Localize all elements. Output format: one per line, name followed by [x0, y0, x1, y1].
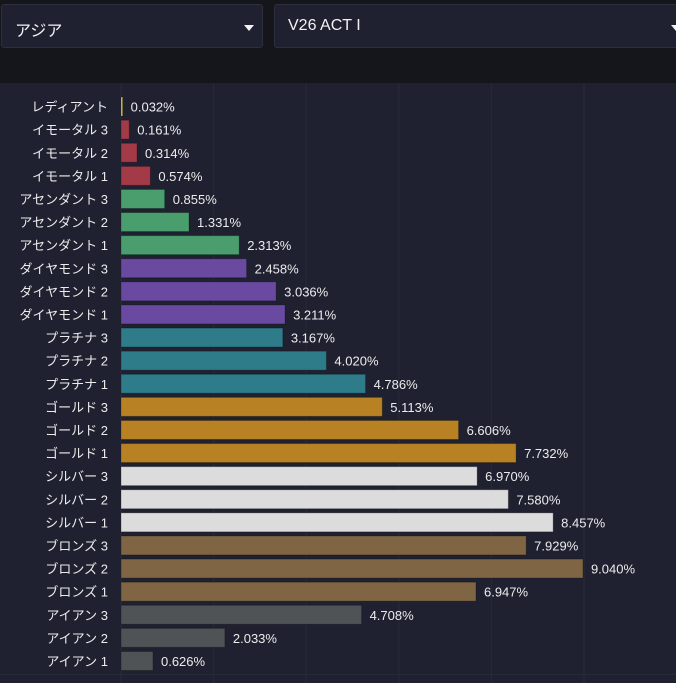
category-label: ブロンズ 1 [45, 585, 108, 600]
bar[interactable] [120, 212, 190, 233]
value-label: 1.331% [197, 215, 242, 230]
bar[interactable] [120, 188, 166, 209]
category-label: ブロンズ 3 [45, 538, 108, 553]
bar[interactable] [120, 165, 151, 186]
bar[interactable] [120, 650, 154, 671]
category-label: ゴールド 3 [45, 400, 108, 415]
category-label: アイアン 3 [46, 608, 108, 623]
category-label: イモータル 1 [32, 169, 108, 184]
value-label: 4.708% [370, 608, 415, 623]
category-label: プラチナ 2 [45, 354, 108, 369]
value-label: 8.457% [561, 515, 606, 530]
bar[interactable] [120, 327, 284, 348]
bar[interactable] [120, 281, 277, 302]
value-label: 6.970% [485, 469, 530, 484]
bar[interactable] [120, 535, 527, 556]
value-label: 9.040% [591, 562, 636, 577]
region-select[interactable]: アジア [1, 4, 263, 48]
category-label: シルバー 3 [45, 469, 108, 484]
category-label: アセンダント 2 [19, 215, 108, 230]
category-label: アイアン 2 [46, 631, 108, 646]
value-label: 2.313% [247, 238, 292, 253]
value-label: 6.947% [484, 585, 529, 600]
bar[interactable] [120, 235, 240, 256]
category-label: ダイヤモンド 1 [20, 307, 108, 322]
chevron-down-icon [244, 25, 254, 31]
category-label: レディアント [31, 100, 108, 115]
category-label: アイアン 1 [46, 654, 108, 669]
value-label: 3.211% [293, 307, 337, 322]
rank-distribution-chart-panel: レディアント 0.032% イモータル 3 0.161% イモータル 2 0.314% イモ… [0, 83, 676, 683]
category-label: アセンダント 1 [19, 238, 108, 253]
bar[interactable] [120, 466, 478, 487]
value-label: 0.314% [145, 146, 190, 161]
chevron-down-icon [671, 25, 676, 31]
value-label: 3.036% [284, 284, 329, 299]
value-label: 4.020% [334, 354, 379, 369]
category-label: ゴールド 2 [45, 423, 108, 438]
value-label: 3.167% [291, 331, 336, 346]
category-label: イモータル 3 [32, 123, 108, 138]
category-label: ダイヤモンド 2 [20, 284, 108, 299]
value-label: 2.458% [255, 261, 300, 276]
value-label: 7.732% [524, 446, 569, 461]
bar[interactable] [120, 581, 477, 602]
category-label: イモータル 2 [32, 146, 108, 161]
bar[interactable] [120, 396, 383, 417]
bar[interactable] [120, 350, 327, 371]
act-select[interactable]: V26 ACT I [274, 4, 676, 48]
category-label: プラチナ 3 [45, 331, 108, 346]
value-label: 6.606% [467, 423, 512, 438]
bar[interactable] [120, 443, 517, 464]
bar[interactable] [120, 558, 584, 579]
rank-distribution-chart: レディアント 0.032% イモータル 3 0.161% イモータル 2 0.314% イモ… [0, 83, 676, 683]
bar[interactable] [120, 604, 363, 625]
bar[interactable] [120, 373, 367, 394]
bar[interactable] [120, 119, 130, 140]
bar[interactable] [120, 512, 554, 533]
bar[interactable] [120, 419, 460, 440]
bar[interactable] [120, 258, 248, 279]
category-label: シルバー 2 [45, 492, 108, 507]
act-select-value: V26 ACT I [288, 17, 361, 34]
value-label: 7.929% [534, 538, 579, 553]
bar[interactable] [120, 627, 226, 648]
category-label: ゴールド 1 [45, 446, 108, 461]
value-label: 2.033% [233, 631, 278, 646]
value-label: 0.626% [161, 654, 206, 669]
category-label: ダイヤモンド 3 [20, 261, 108, 276]
value-label: 4.786% [374, 377, 419, 392]
value-label: 0.032% [131, 100, 176, 115]
category-label: プラチナ 1 [45, 377, 108, 392]
bar[interactable] [120, 142, 138, 163]
bar[interactable] [120, 304, 286, 325]
category-label: ブロンズ 2 [45, 562, 108, 577]
bar[interactable] [120, 96, 124, 117]
value-label: 7.580% [516, 492, 561, 507]
region-select-value: アジア [15, 23, 63, 40]
category-label: アセンダント 3 [19, 192, 108, 207]
value-label: 0.855% [173, 192, 218, 207]
value-label: 0.574% [158, 169, 203, 184]
bar[interactable] [120, 489, 509, 510]
category-label: シルバー 1 [45, 515, 108, 530]
value-label: 5.113% [390, 400, 434, 415]
value-label: 0.161% [137, 123, 182, 138]
